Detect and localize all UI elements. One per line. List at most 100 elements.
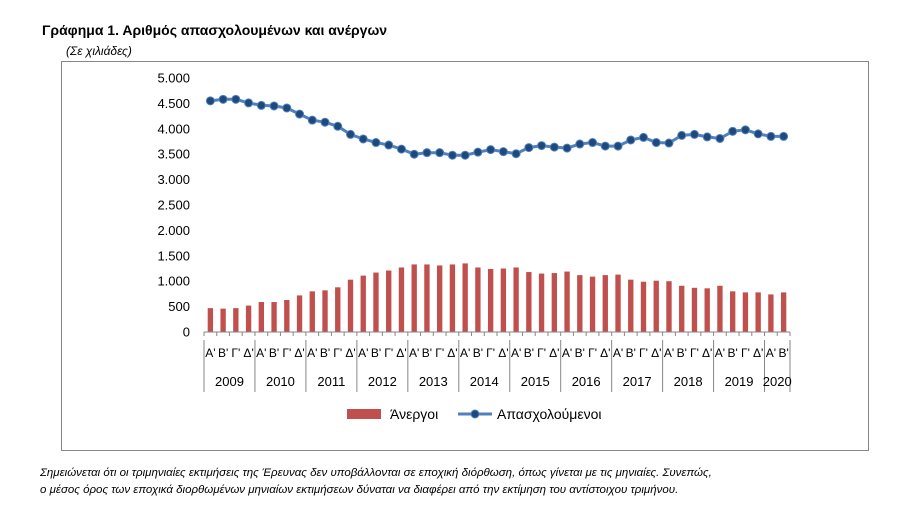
bar-unemployed (526, 272, 532, 332)
employed-point (651, 138, 661, 148)
footnote-line-2: ο μέσος όρος των εποχικά διορθωμένων μην… (40, 484, 679, 496)
quarter-label: Α' (715, 346, 725, 360)
quarter-label: Δ' (447, 346, 457, 360)
quarter-label: Α' (358, 346, 368, 360)
quarter-label: Γ' (384, 346, 393, 360)
employed-point (575, 139, 585, 149)
y-axis: 0 500 1.000 1.500 2.000 2.500 3.000 3.500 4.000 4… (157, 71, 190, 340)
employed-point (473, 147, 483, 157)
quarter-label: Γ' (690, 346, 699, 360)
employed-point (728, 126, 738, 136)
employed-point (562, 143, 572, 153)
employed-point (677, 130, 687, 140)
quarter-label: Α' (613, 346, 623, 360)
employed-point (447, 150, 457, 160)
y-tick-label: 4.000 (157, 121, 190, 136)
bar-unemployed (666, 281, 672, 332)
employed-point (766, 131, 776, 141)
employed-point (498, 147, 508, 157)
employed-point (626, 135, 636, 145)
year-label: 2015 (521, 374, 550, 389)
bar-unemployed (513, 267, 519, 332)
bar-unemployed (691, 287, 698, 332)
employed-point (346, 129, 355, 139)
y-tick-label: 4.500 (157, 96, 190, 111)
employed-point (435, 148, 445, 158)
employed-line (210, 97, 784, 157)
bar-unemployed (589, 276, 596, 332)
employed-point (613, 141, 623, 151)
bar-unemployed (322, 290, 328, 332)
bar-unemployed (487, 269, 494, 332)
employed-point (371, 138, 381, 148)
bar-unemployed (755, 292, 761, 332)
employed-point (384, 140, 394, 150)
bar-unemployed (436, 265, 443, 332)
y-tick-label: 2.000 (157, 223, 190, 238)
employed-point (422, 148, 432, 158)
employed-point (486, 145, 496, 155)
quarter-label: Γ' (231, 346, 240, 360)
quarter-label: Α' (460, 346, 470, 360)
employed-point (295, 109, 305, 119)
employed-point (588, 138, 598, 148)
bar-unemployed (577, 275, 583, 332)
employed-point (409, 149, 419, 159)
employed-point (511, 149, 521, 159)
employed-point (460, 150, 470, 160)
quarter-label: Α' (307, 346, 317, 360)
employed-point (231, 94, 241, 104)
employed-point (537, 141, 547, 151)
y-tick-label: 2.500 (157, 198, 190, 213)
quarter-label: Γ' (588, 346, 597, 360)
quarter-label: Β' (371, 346, 381, 360)
year-label: 2009 (215, 374, 244, 389)
quarter-label: Α' (562, 346, 572, 360)
bar-unemployed (538, 273, 545, 332)
chart-legend: Άνεργοι Απασχολούμενοι (347, 406, 601, 422)
bar-unemployed (386, 270, 392, 332)
bar-unemployed (551, 273, 558, 332)
chart-title: Γράφημα 1. Αριθμός απασχολουμένων και αν… (42, 22, 388, 38)
bar-unemployed (615, 274, 621, 332)
legend-swatch-employed-marker (470, 409, 480, 419)
quarter-label: Δ' (549, 346, 559, 360)
y-tick-label: 3.500 (157, 147, 190, 162)
employed-point (702, 132, 712, 142)
quarter-label: Α' (205, 346, 215, 360)
quarter-label: Γ' (282, 346, 291, 360)
quarter-label: Β' (626, 346, 636, 360)
year-label: 2013 (419, 374, 448, 389)
bar-unemployed (628, 279, 634, 332)
bar-series-unemployed (207, 263, 787, 332)
employed-point (244, 98, 254, 108)
employed-point (524, 143, 534, 153)
employed-point (282, 103, 292, 113)
bar-unemployed (360, 275, 366, 332)
bar-unemployed (398, 267, 405, 332)
employed-point (549, 142, 559, 152)
bar-unemployed (717, 285, 723, 332)
bar-unemployed (462, 263, 468, 332)
year-label: 2019 (725, 374, 754, 389)
bar-unemployed (411, 264, 417, 332)
y-tick-label: 3.000 (157, 172, 190, 187)
quarter-label: Α' (256, 346, 266, 360)
y-tick-label: 0 (183, 325, 190, 340)
quarter-label: Γ' (741, 346, 750, 360)
bar-unemployed (640, 281, 647, 332)
year-label: 2020 (763, 374, 792, 389)
bar-unemployed (271, 302, 277, 332)
bar-unemployed (780, 292, 787, 332)
bar-unemployed (347, 279, 354, 332)
year-label: 2016 (572, 374, 601, 389)
quarter-label: Δ' (294, 346, 304, 360)
legend-label-employed: Απασχολούμενοι (497, 406, 601, 422)
bar-unemployed (742, 292, 749, 332)
bar-unemployed (373, 272, 379, 332)
legend-label-unemployed: Άνεργοι (390, 406, 438, 422)
quarter-label: Δ' (345, 346, 355, 360)
quarter-label: Β' (422, 346, 432, 360)
quarter-label: Δ' (396, 346, 406, 360)
